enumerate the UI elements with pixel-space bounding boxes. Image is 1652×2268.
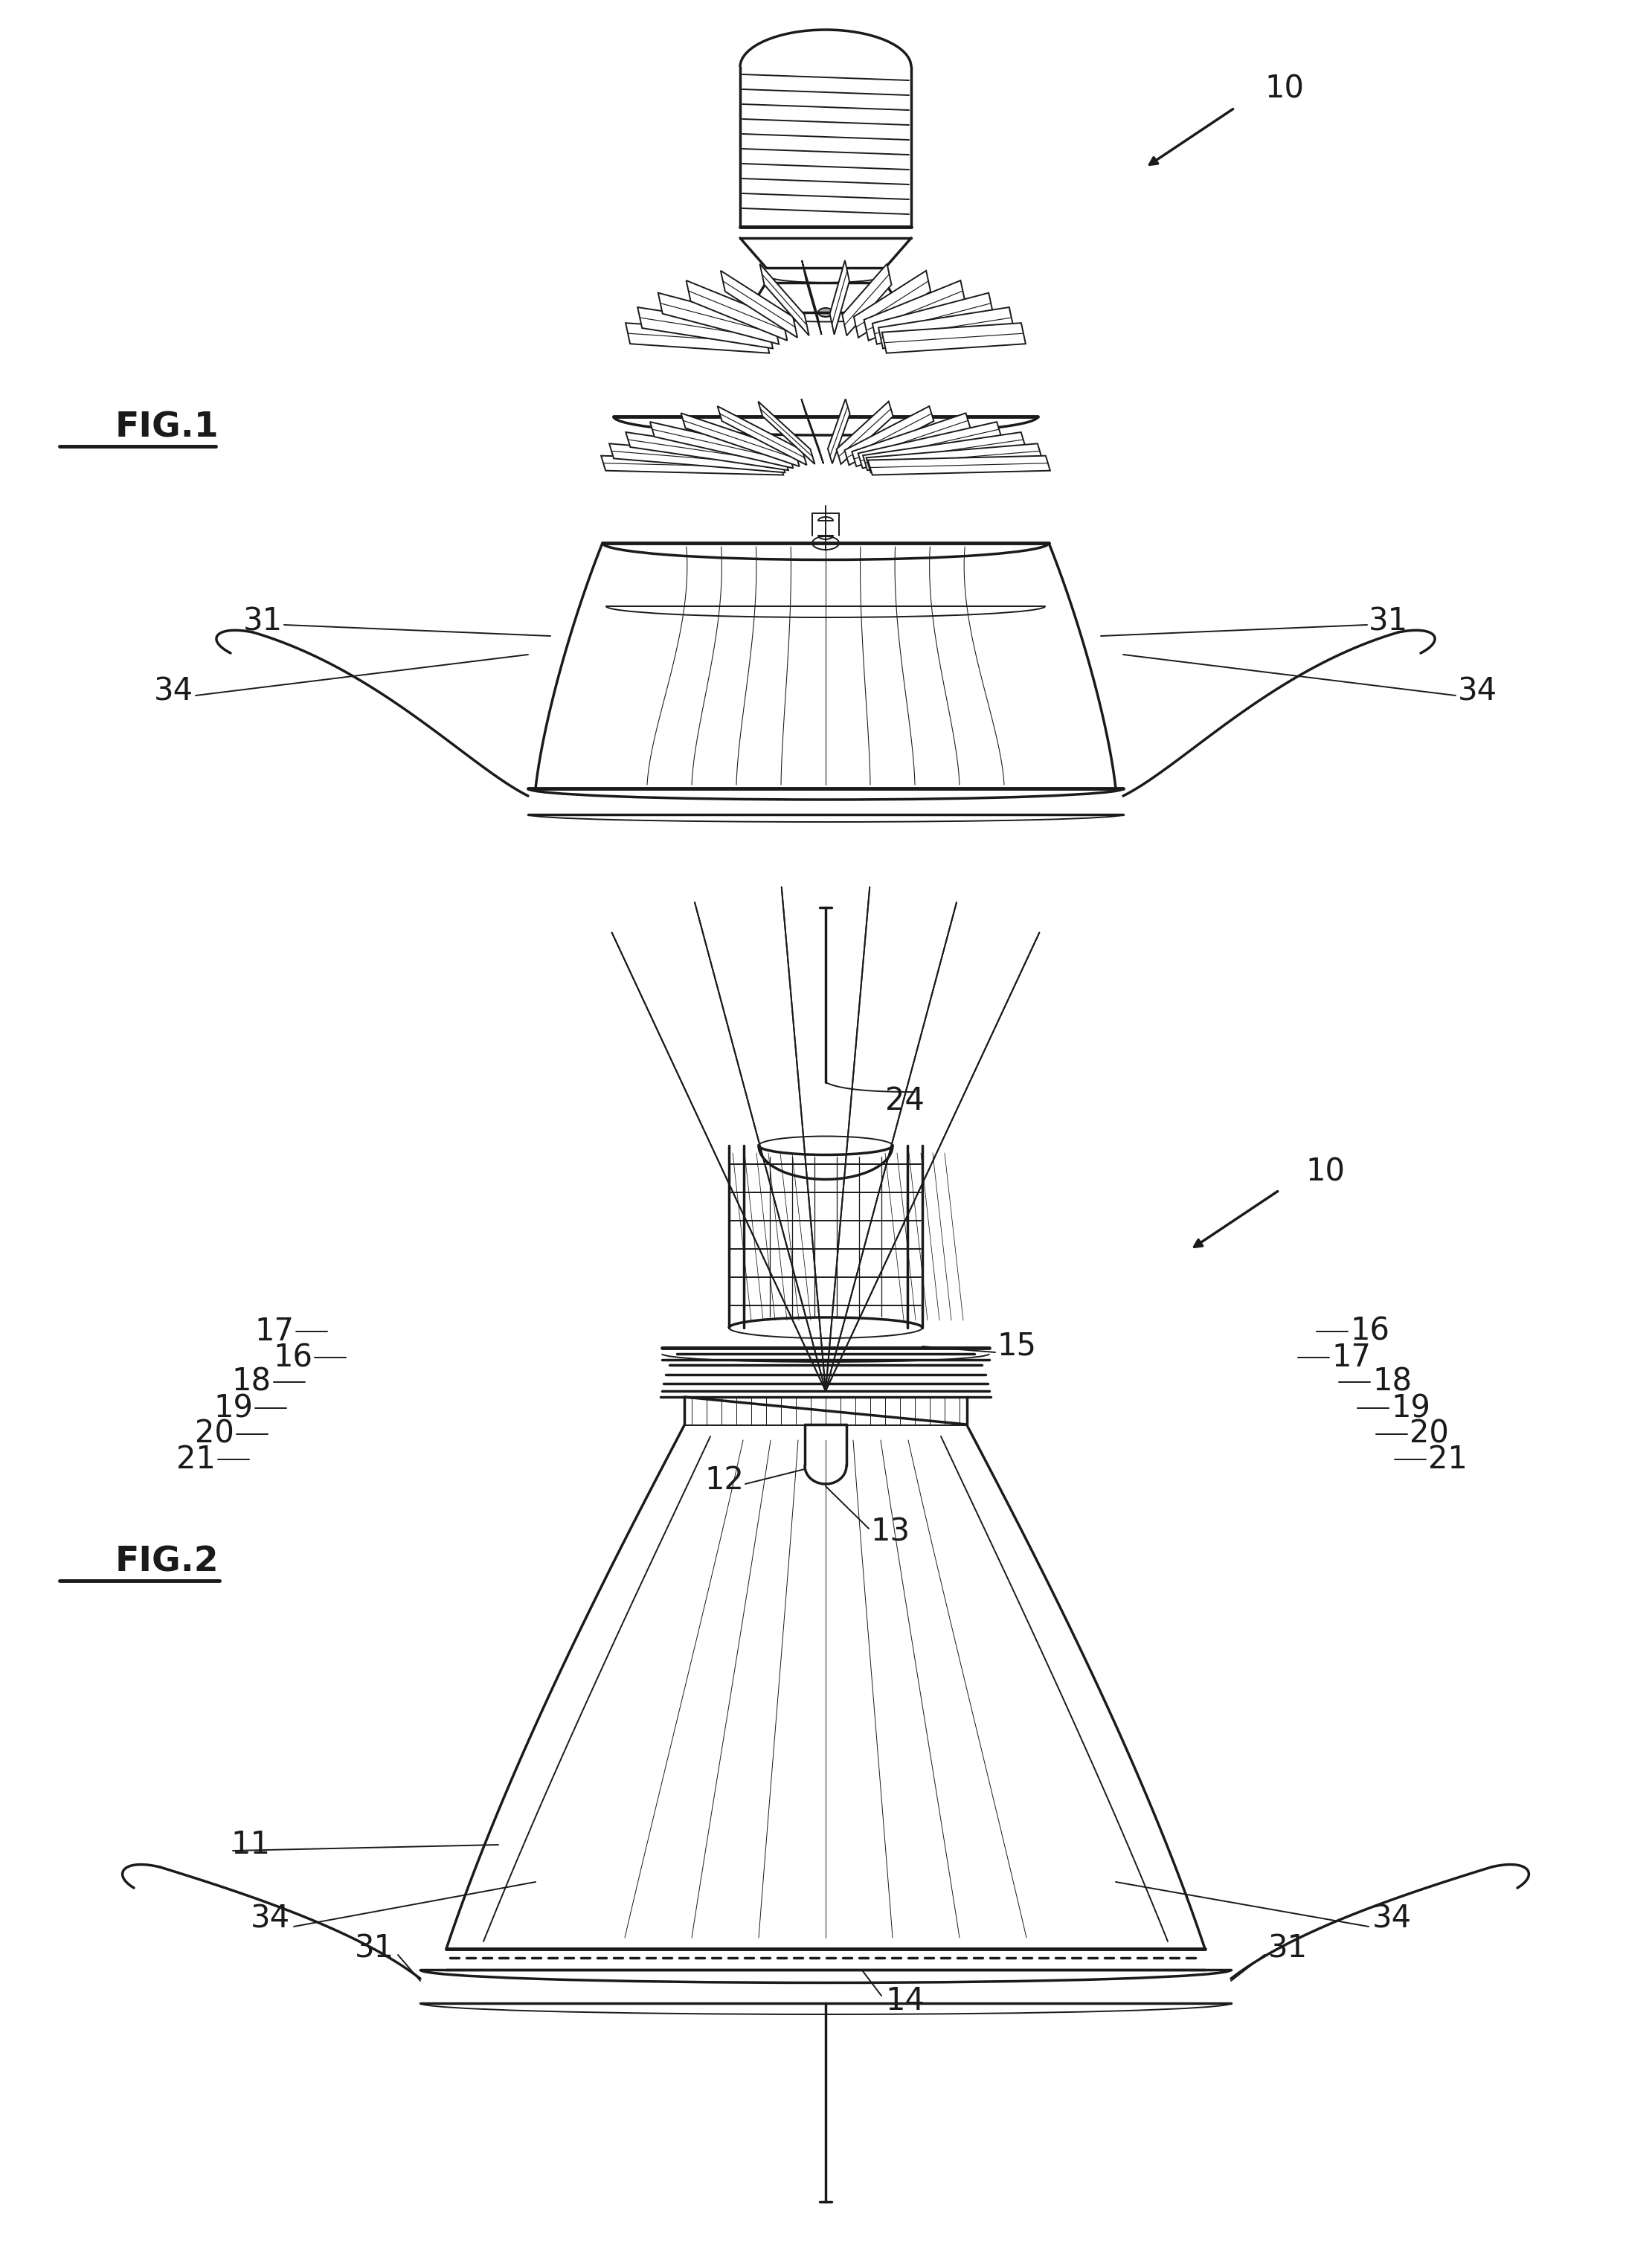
Polygon shape	[717, 406, 806, 465]
Text: 31: 31	[355, 1932, 395, 1964]
Polygon shape	[638, 306, 773, 349]
Polygon shape	[872, 293, 993, 345]
Text: 14: 14	[885, 1984, 925, 2016]
Polygon shape	[843, 263, 892, 336]
Text: 17: 17	[1332, 1343, 1371, 1372]
Text: 34: 34	[154, 676, 193, 708]
Text: 11: 11	[231, 1828, 269, 1860]
Polygon shape	[852, 413, 970, 467]
Text: 21: 21	[1427, 1445, 1467, 1474]
Polygon shape	[864, 281, 965, 340]
Polygon shape	[836, 401, 894, 465]
Text: 15: 15	[996, 1331, 1036, 1363]
Polygon shape	[626, 322, 770, 354]
Polygon shape	[626, 433, 788, 469]
Polygon shape	[857, 422, 1001, 467]
Polygon shape	[801, 261, 821, 336]
Text: 34: 34	[1373, 1903, 1412, 1935]
Text: 18: 18	[231, 1365, 271, 1397]
Polygon shape	[867, 456, 1051, 474]
Text: 20: 20	[1409, 1418, 1449, 1449]
Text: 31: 31	[1269, 1932, 1308, 1964]
Polygon shape	[610, 445, 785, 472]
Ellipse shape	[818, 308, 833, 318]
Text: 13: 13	[871, 1517, 910, 1549]
Polygon shape	[829, 261, 849, 336]
Text: 18: 18	[1373, 1365, 1412, 1397]
Polygon shape	[601, 456, 783, 474]
Text: 24: 24	[885, 1086, 925, 1116]
Polygon shape	[828, 399, 849, 463]
Polygon shape	[844, 406, 933, 465]
Polygon shape	[686, 281, 788, 340]
Text: FIG.2: FIG.2	[116, 1545, 220, 1579]
Text: 16: 16	[1350, 1315, 1389, 1347]
Polygon shape	[882, 322, 1026, 354]
Text: 12: 12	[704, 1465, 743, 1497]
Text: 17: 17	[254, 1315, 294, 1347]
Text: 10: 10	[1264, 73, 1303, 104]
Polygon shape	[649, 422, 793, 467]
Polygon shape	[866, 445, 1042, 472]
Text: 20: 20	[195, 1418, 235, 1449]
Polygon shape	[681, 413, 800, 467]
Text: 31: 31	[243, 606, 282, 637]
Text: 16: 16	[273, 1343, 312, 1372]
Text: 21: 21	[177, 1445, 216, 1474]
Text: 10: 10	[1305, 1157, 1345, 1186]
Polygon shape	[720, 270, 798, 338]
Polygon shape	[760, 263, 809, 336]
Text: 31: 31	[1368, 606, 1408, 637]
Text: 19: 19	[213, 1393, 253, 1424]
Text: FIG.1: FIG.1	[116, 411, 220, 445]
Polygon shape	[657, 293, 778, 345]
Text: 34: 34	[251, 1903, 291, 1935]
Text: 34: 34	[1457, 676, 1497, 708]
Polygon shape	[862, 433, 1026, 469]
Polygon shape	[801, 399, 823, 463]
Text: 19: 19	[1391, 1393, 1431, 1424]
Polygon shape	[758, 401, 814, 465]
Polygon shape	[879, 306, 1014, 349]
Polygon shape	[854, 270, 930, 338]
